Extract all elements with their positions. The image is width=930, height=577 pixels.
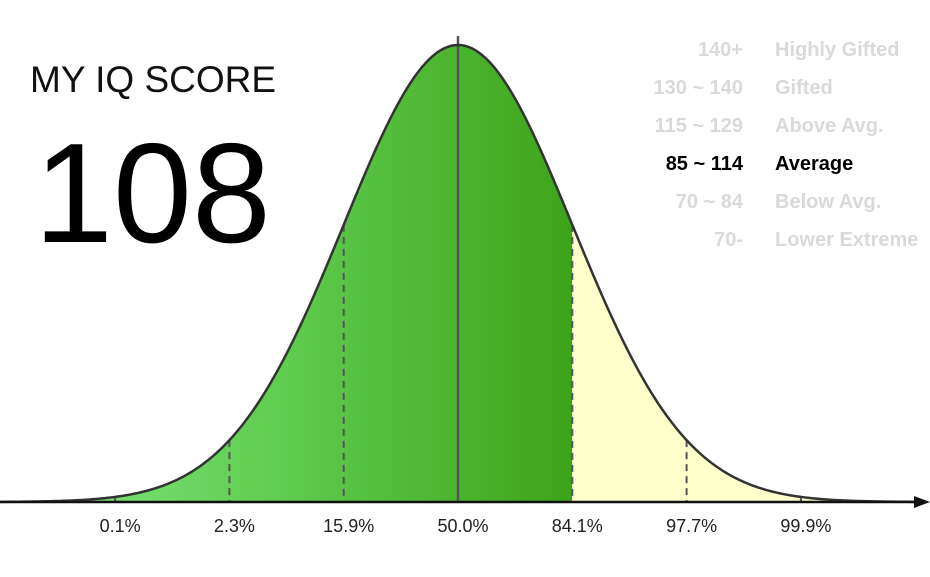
legend-range: 115 ~ 129 <box>655 115 743 137</box>
curve-fill <box>572 224 918 502</box>
bell-curve <box>0 43 919 504</box>
legend-label: Lower Extreme <box>775 229 918 251</box>
legend-range: 85 ~ 114 <box>666 153 744 175</box>
legend-label: Above Avg. <box>775 115 884 137</box>
axis-arrow <box>914 496 930 508</box>
score: 108 <box>34 114 271 273</box>
legend-range: 70 ~ 84 <box>676 191 744 213</box>
legend-label: Highly Gifted <box>775 39 899 61</box>
legend-range: 70- <box>714 229 743 251</box>
legend-label: Gifted <box>775 77 833 99</box>
curve-fill <box>0 45 572 502</box>
percentile-label: 97.7% <box>666 516 717 536</box>
legend-range: 130 ~ 140 <box>653 77 743 99</box>
percentile-label: 99.9% <box>780 516 831 536</box>
percentile-label: 2.3% <box>214 516 255 536</box>
percentile-label: 15.9% <box>323 516 374 536</box>
legend-label: Average <box>775 153 853 175</box>
percentile-label: 50.0% <box>437 516 488 536</box>
title: MY IQ SCORE <box>30 59 276 100</box>
percentile-label: 0.1% <box>100 516 141 536</box>
legend-label: Below Avg. <box>775 191 881 213</box>
legend-range: 140+ <box>698 39 743 61</box>
percentile-label: 84.1% <box>552 516 603 536</box>
